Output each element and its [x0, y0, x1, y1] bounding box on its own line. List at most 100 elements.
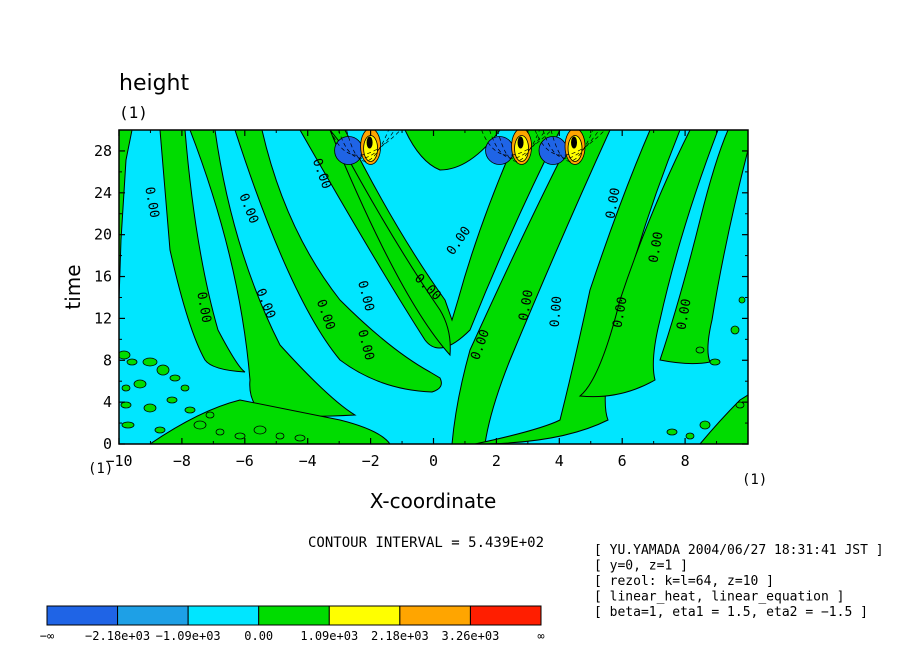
- info-line: [ beta=1, eta1 = 1.5, eta2 = −1.5 ]: [594, 605, 868, 620]
- noise-blob: [120, 401, 132, 409]
- y-axis: 0 4 8 12 16 20 24 28: [94, 129, 748, 453]
- contour-peaks: [330, 130, 606, 165]
- dashed-contour: [550, 130, 594, 162]
- contour-noise: [119, 296, 746, 442]
- green-band: [329, 130, 451, 357]
- legend-swatch: [399, 605, 471, 626]
- noise-blob: [121, 384, 131, 392]
- noise-blob: [119, 350, 131, 360]
- chart-title-unit: (1): [119, 103, 148, 122]
- noise-blob: [142, 357, 158, 367]
- legend-label: −2.18e+03: [85, 629, 150, 643]
- info-line: [ linear_heat, linear_equation ]: [594, 590, 844, 605]
- contour-interval-text: CONTOUR INTERVAL = 5.439E+02: [308, 535, 544, 551]
- noise-blob: [133, 379, 147, 389]
- y-tick-label: 0: [103, 435, 112, 453]
- x-tick-label: −4: [299, 452, 317, 470]
- x-tick-label: 8: [681, 452, 690, 470]
- noise-blob: [205, 411, 215, 419]
- info-block: [ YU.YAMADA 2004/06/27 18:31:41 JST ][ y…: [594, 543, 884, 620]
- y-tick-label: 20: [94, 226, 112, 244]
- peak-core: [517, 136, 524, 149]
- noise-blob: [695, 346, 705, 354]
- info-line: [ y=0, z=1 ]: [594, 559, 688, 574]
- contour-label: 0.00: [548, 295, 566, 328]
- green-band: [451, 130, 611, 444]
- noise-blob: [184, 406, 196, 414]
- dashed-contour: [481, 130, 552, 156]
- legend-swatch: [258, 605, 330, 626]
- x-axis-unit-origin: (1): [88, 461, 113, 477]
- dashed-contour: [346, 130, 389, 162]
- legend-label: −∞: [40, 629, 54, 643]
- legend-swatch: [117, 605, 189, 626]
- dashed-contour: [330, 130, 401, 156]
- info-line: [ rezol: k=l=64, z=10 ]: [594, 574, 774, 589]
- legend-label: 3.26e+03: [442, 629, 500, 643]
- dashed-contour: [338, 130, 395, 159]
- noise-blob: [169, 374, 181, 382]
- contour-label: 0.00: [646, 231, 666, 264]
- noise-blob: [666, 428, 678, 436]
- y-tick-label: 12: [94, 309, 112, 327]
- noise-blob: [685, 432, 695, 440]
- dashed-contour: [534, 130, 606, 156]
- noise-blob: [730, 325, 740, 335]
- legend-label: −1.09e+03: [156, 629, 221, 643]
- contour-label: 0.00: [141, 186, 161, 219]
- x-axis-unit-right: (1): [742, 472, 767, 488]
- legend-label: 2.18e+03: [371, 629, 429, 643]
- noise-blob: [126, 358, 138, 366]
- noise-blob: [738, 296, 746, 304]
- noise-blob: [275, 432, 285, 440]
- y-tick-label: 16: [94, 268, 112, 286]
- noise-blob: [143, 403, 157, 413]
- legend-label: 0.00: [244, 629, 273, 643]
- y-tick-label: 28: [94, 142, 112, 160]
- noise-blob: [253, 425, 267, 435]
- x-tick-label: 0: [429, 452, 438, 470]
- green-band: [234, 130, 442, 393]
- x-tick-label: 4: [555, 452, 564, 470]
- color-legend: −∞ −2.18e+03 −1.09e+03 0.00 1.09e+03 2.18e+03…: [40, 605, 545, 643]
- contour-label: 0.00: [610, 296, 630, 329]
- y-axis-label: time: [61, 264, 85, 309]
- dashed-contour: [497, 130, 540, 162]
- legend-swatch: [328, 605, 401, 626]
- x-tick-label: 6: [618, 452, 627, 470]
- green-band: [159, 130, 246, 373]
- green-band: [474, 130, 681, 444]
- noise-blob: [121, 421, 135, 429]
- contour-label: 0.00: [603, 187, 623, 220]
- dashed-contour: [489, 130, 546, 159]
- noise-blob: [699, 420, 711, 430]
- peak-core: [366, 136, 373, 149]
- x-axis: −10 −8 −6 −4 −2 0 2 4 6 8: [105, 130, 718, 470]
- noise-blob: [156, 364, 170, 376]
- peak-core: [571, 136, 578, 149]
- info-line: [ YU.YAMADA 2004/06/27 18:31:41 JST ]: [594, 543, 884, 558]
- dashed-contour: [542, 130, 600, 159]
- green-band: [578, 130, 719, 398]
- contour-label: 0.00: [674, 298, 694, 331]
- legend-label: ∞: [537, 629, 544, 643]
- contour-label: 0.00: [193, 291, 213, 324]
- legend-swatch: [46, 605, 119, 626]
- green-band: [149, 399, 391, 444]
- x-tick-label: −2: [362, 452, 380, 470]
- noise-blob: [294, 434, 306, 442]
- chart-title: height: [119, 71, 189, 96]
- x-tick-label: −8: [173, 452, 191, 470]
- contour-bands: [119, 130, 748, 444]
- noise-blob: [234, 432, 246, 440]
- x-tick-label: −6: [236, 452, 254, 470]
- noise-blob: [215, 428, 225, 436]
- x-tick-label: −10: [105, 452, 132, 470]
- green-band: [119, 130, 133, 444]
- green-band: [299, 130, 561, 349]
- legend-label: 1.09e+03: [300, 629, 358, 643]
- y-tick-label: 24: [94, 184, 112, 202]
- noise-blob: [180, 384, 190, 392]
- y-tick-label: 8: [103, 351, 112, 369]
